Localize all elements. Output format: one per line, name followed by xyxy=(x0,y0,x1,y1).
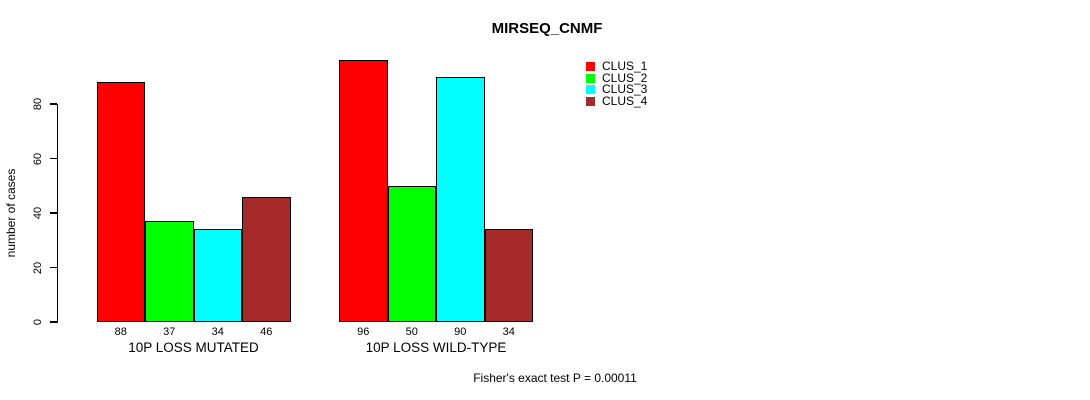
legend-label: CLUS_1 xyxy=(602,59,648,73)
annotation-fisher-test: Fisher's exact test P = 0.00011 xyxy=(473,371,637,385)
bar-clus-3 xyxy=(193,229,242,322)
bar-value-label: 96 xyxy=(357,326,370,338)
legend-label: CLUS_3 xyxy=(602,82,648,96)
y-axis-tick xyxy=(49,103,57,105)
y-axis-tick-label: 20 xyxy=(32,261,44,274)
y-axis-tick xyxy=(49,321,57,323)
x-category-label: 10P LOSS WILD-TYPE xyxy=(365,340,507,355)
y-axis-line xyxy=(56,104,58,324)
y-axis-tick-label: 60 xyxy=(32,152,44,165)
bar-clus-4 xyxy=(484,229,533,322)
legend-item: CLUS_1 xyxy=(586,59,648,73)
bar-clus-1 xyxy=(96,82,145,322)
y-axis-label: number of cases xyxy=(4,168,18,258)
bar-value-label: 90 xyxy=(454,326,467,338)
y-axis-tick-label: 0 xyxy=(32,318,44,326)
legend-label: CLUS_4 xyxy=(602,93,648,108)
legend-swatch xyxy=(586,96,595,106)
y-axis-tick xyxy=(49,212,57,214)
y-axis-tick xyxy=(49,266,57,269)
legend-swatch xyxy=(586,73,595,83)
bar-value-label: 88 xyxy=(114,326,127,338)
legend-swatch xyxy=(586,62,595,71)
x-category-label: 10P LOSS MUTATED xyxy=(128,340,259,355)
bar-clus-4 xyxy=(242,196,291,322)
bar-value-label: 34 xyxy=(211,326,224,338)
chart-title: MIRSEQ_CNMF xyxy=(491,20,603,37)
bar-clus-1 xyxy=(339,60,388,322)
bar-value-label: 37 xyxy=(163,326,176,338)
legend: CLUS_1 CLUS_2 CLUS_3 CLUS_4 xyxy=(586,59,648,108)
bar-value-label: 34 xyxy=(502,326,515,338)
legend-swatch xyxy=(586,85,595,94)
bar-clus-2 xyxy=(145,221,194,322)
legend-item: CLUS_2 xyxy=(586,70,648,85)
bar-clus-3 xyxy=(436,76,485,322)
y-axis-tick xyxy=(49,157,57,160)
legend-item: CLUS_4 xyxy=(586,93,648,108)
y-axis-tick-label: 40 xyxy=(32,206,44,220)
y-axis-tick-label: 80 xyxy=(32,97,44,111)
legend-item: CLUS_3 xyxy=(586,82,648,96)
bar-clus-2 xyxy=(387,185,436,322)
bar-value-label: 46 xyxy=(260,326,273,338)
bar-value-label: 50 xyxy=(405,326,418,338)
legend-label: CLUS_2 xyxy=(602,70,648,85)
